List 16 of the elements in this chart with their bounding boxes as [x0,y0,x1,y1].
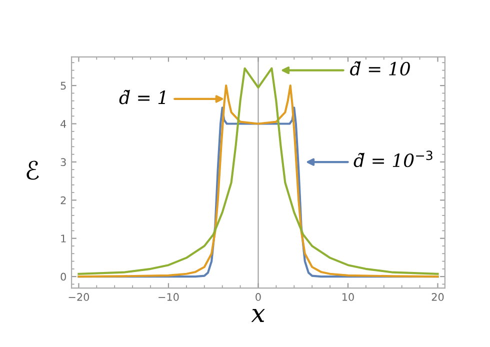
x-tick-label: 10 [342,293,354,301]
text: d̃ = 10$^{−3}$ [354,150,432,168]
x-tick-label: 0 [256,293,261,301]
x-axis-title: x [251,308,265,322]
y-axis-title: ℰ [26,160,39,180]
legend-label: d̃ = 1 [119,90,166,104]
y-tick-label: 4 [60,120,66,128]
y-tick-label: 3 [60,158,66,166]
y-tick-label: 2 [60,196,66,204]
y-tick-label: 1 [61,234,66,242]
text: d̃ = 10 [350,61,410,76]
x-tick-label: −10 [158,293,179,301]
y-tick-label: 0 [60,272,66,281]
x-tick-label: 20 [432,293,444,301]
x-tick-label: −20 [68,293,90,301]
y-tick-label: 5 [60,82,66,90]
